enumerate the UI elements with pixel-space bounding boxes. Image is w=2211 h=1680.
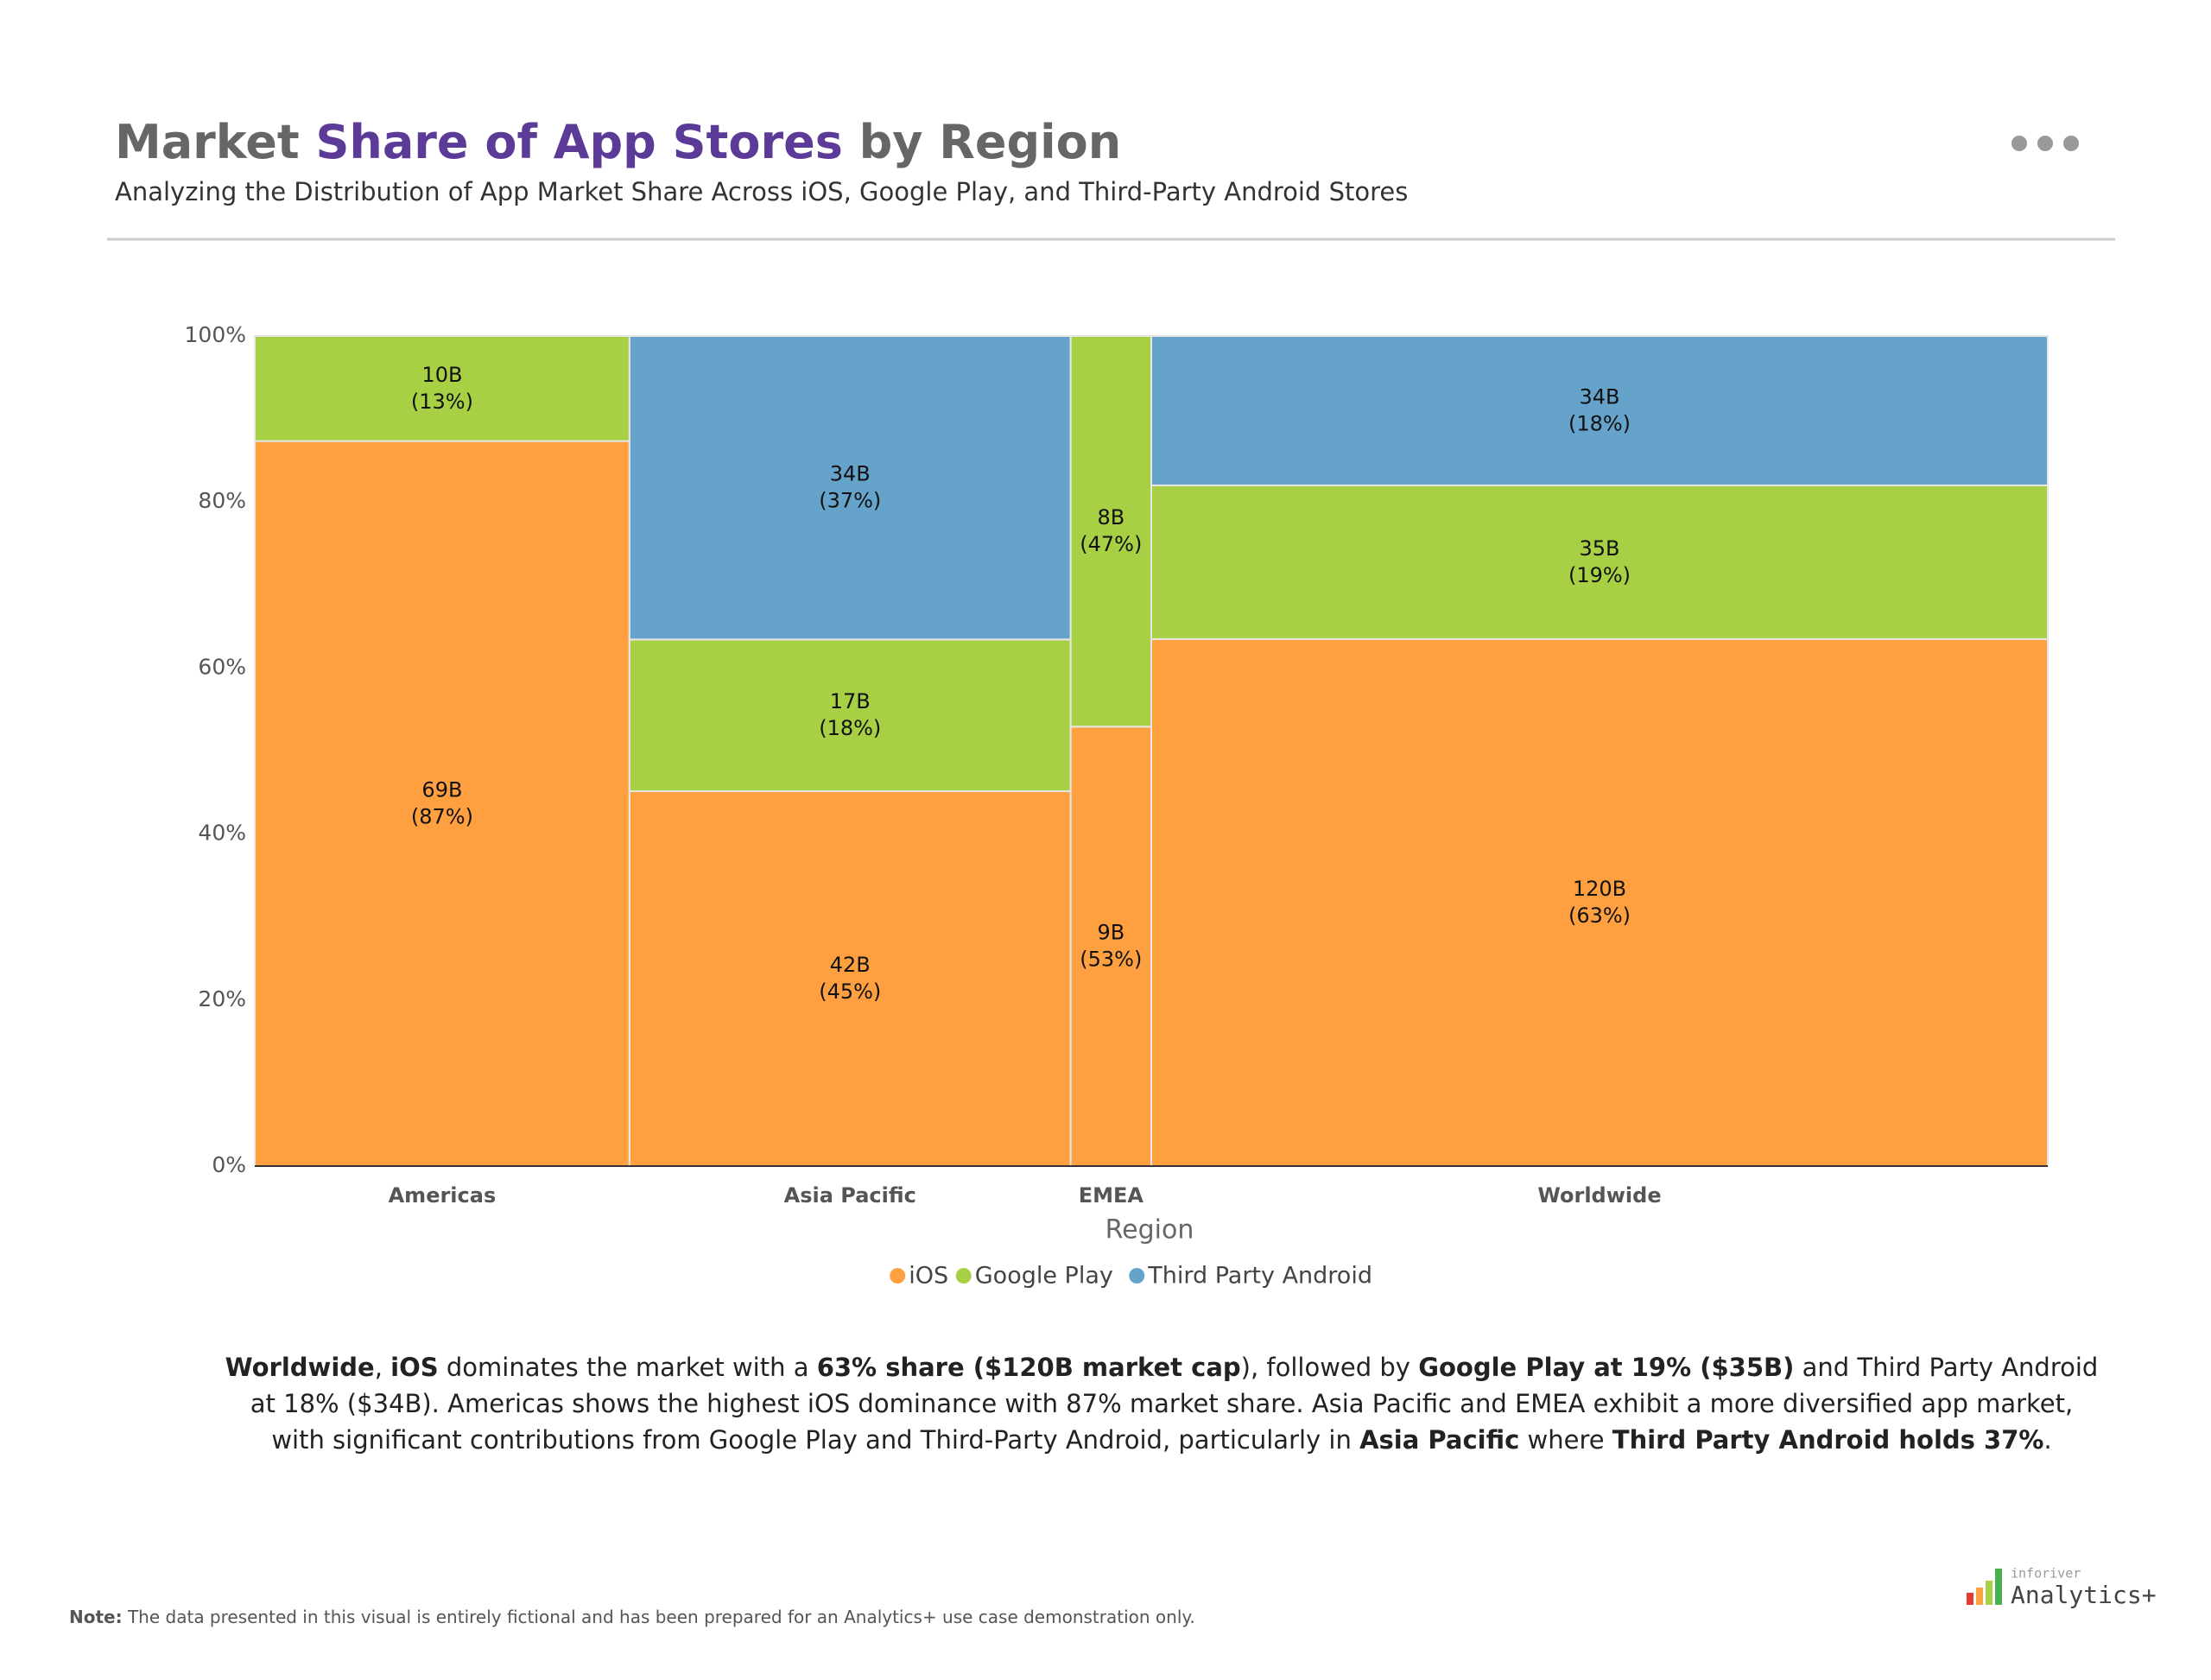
segment — [1150, 335, 2049, 486]
data-label: (18%) — [819, 716, 881, 740]
legend-marker — [955, 1268, 972, 1284]
segment — [1150, 484, 2049, 640]
title-part: by Region — [843, 115, 1121, 169]
data-label: (13%) — [411, 390, 473, 414]
chart-subtitle: Analyzing the Distribution of App Market… — [115, 177, 1408, 206]
data-label: 69B — [421, 777, 462, 802]
y-tick-label: 60% — [198, 654, 246, 679]
summary: Worldwide, iOS dominates the market with… — [225, 1349, 2099, 1458]
legend-marker — [1129, 1268, 1145, 1284]
chart-title: Market Share of App Stores by Region — [115, 115, 1121, 169]
data-label: (63%) — [1568, 903, 1631, 928]
segment — [1150, 637, 2049, 1167]
legend-label: Google Play — [975, 1263, 1113, 1290]
summary-text: Third Party Android holds 37% — [1612, 1425, 2044, 1455]
summary-text: . — [2043, 1425, 2052, 1455]
data-label: 17B — [830, 689, 871, 713]
data-label: 8B — [1097, 505, 1125, 529]
segment — [254, 335, 630, 442]
x-tick-label: Asia Pacific — [784, 1183, 916, 1208]
data-label: 10B — [421, 363, 462, 387]
summary-text: dominates the market with a — [438, 1353, 817, 1382]
title-part: Share of App Stores — [316, 115, 843, 169]
data-label: (45%) — [819, 979, 881, 1004]
legend: iOS Google Play Third Party Android — [890, 1263, 1372, 1290]
data-label: (18%) — [1568, 411, 1631, 435]
more-menu[interactable] — [2011, 136, 2079, 151]
summary-text: Asia Pacific — [1359, 1425, 1520, 1455]
data-label: (53%) — [1080, 948, 1142, 972]
y-tick-label: 100% — [185, 322, 246, 347]
summary-text: , — [374, 1353, 391, 1382]
y-tick-label: 20% — [198, 986, 246, 1011]
x-axis-title: Region — [1106, 1215, 1194, 1246]
summary-text: ), followed by — [1240, 1353, 1419, 1382]
data-label: 34B — [1579, 384, 1619, 409]
legend-label: Third Party Android — [1147, 1263, 1372, 1290]
y-tick-label: 40% — [198, 821, 246, 846]
note-text: The data presented in this visual is ent… — [122, 1607, 1195, 1627]
x-tick-label: Americas — [389, 1183, 497, 1208]
summary-text: Google Play at 19% ($35B) — [1418, 1353, 1795, 1382]
legend-label: iOS — [909, 1263, 948, 1290]
segment — [628, 790, 1072, 1167]
brand: inforiver Analytics+ — [1967, 1566, 2157, 1609]
segment — [1069, 335, 1152, 728]
data-label: 35B — [1579, 536, 1619, 561]
brand-small: inforiver — [2011, 1566, 2081, 1582]
summary-text: and Third Party Android at 18% ($34B). A… — [250, 1353, 2099, 1455]
data-label: 120B — [1573, 877, 1626, 901]
title-part: Market — [115, 115, 316, 169]
legend-marker — [890, 1268, 906, 1284]
y-tick-label: 0% — [212, 1152, 246, 1177]
segment — [628, 638, 1072, 792]
data-label: (37%) — [819, 489, 881, 513]
segment — [1069, 726, 1152, 1167]
x-tick-label: EMEA — [1079, 1183, 1144, 1208]
summary-text: 63% share ($120B market cap — [816, 1353, 1241, 1382]
y-tick-label: 80% — [198, 488, 246, 513]
note: Note: The data presented in this visual … — [69, 1607, 1195, 1627]
data-label: (19%) — [1568, 563, 1631, 587]
data-label: 34B — [830, 462, 871, 486]
summary-text: Worldwide — [225, 1353, 375, 1382]
segment — [254, 440, 630, 1167]
summary-text: iOS — [390, 1353, 439, 1382]
data-label: (87%) — [411, 804, 473, 828]
data-label: 9B — [1097, 921, 1125, 945]
note-label: Note: — [69, 1607, 123, 1627]
segment — [628, 335, 1072, 641]
data-label: 42B — [830, 953, 871, 977]
data-label: (47%) — [1080, 532, 1142, 556]
summary-text: where — [1519, 1425, 1612, 1455]
x-tick-label: Worldwide — [1537, 1183, 1661, 1208]
brand-name: Analytics+ — [2011, 1581, 2157, 1609]
